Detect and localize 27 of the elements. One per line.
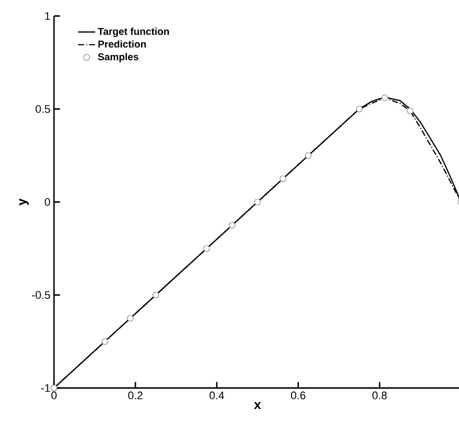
legend-label: Samples [98,53,138,62]
point [152,292,160,298]
point [406,108,414,114]
point [102,338,108,345]
x-tick-label: 0.2 [128,392,142,400]
point [254,198,261,206]
x-axis-title: x [254,402,262,409]
y-tick-label: 0.5 [36,105,50,113]
legend-label: Prediction [98,40,146,48]
legend-label: Target function [98,28,169,37]
point [203,245,210,252]
y-tick-label: 1 [45,12,50,20]
point [127,314,134,322]
y-tick-label: -0.5 [32,291,50,299]
point [305,152,312,159]
point [50,384,58,392]
point [381,94,388,102]
x-tick-label: 0.6 [291,392,306,400]
point [228,222,236,229]
x-tick-label: 0.8 [372,392,387,400]
x-tick-label: 0 [51,392,57,400]
x-tick-label: 0.4 [210,392,224,400]
y-axis-title: y [19,198,29,206]
y-tick-label: 0 [44,198,50,206]
point [280,175,286,182]
point [356,106,363,112]
y-tick-label: -1 [41,384,50,392]
